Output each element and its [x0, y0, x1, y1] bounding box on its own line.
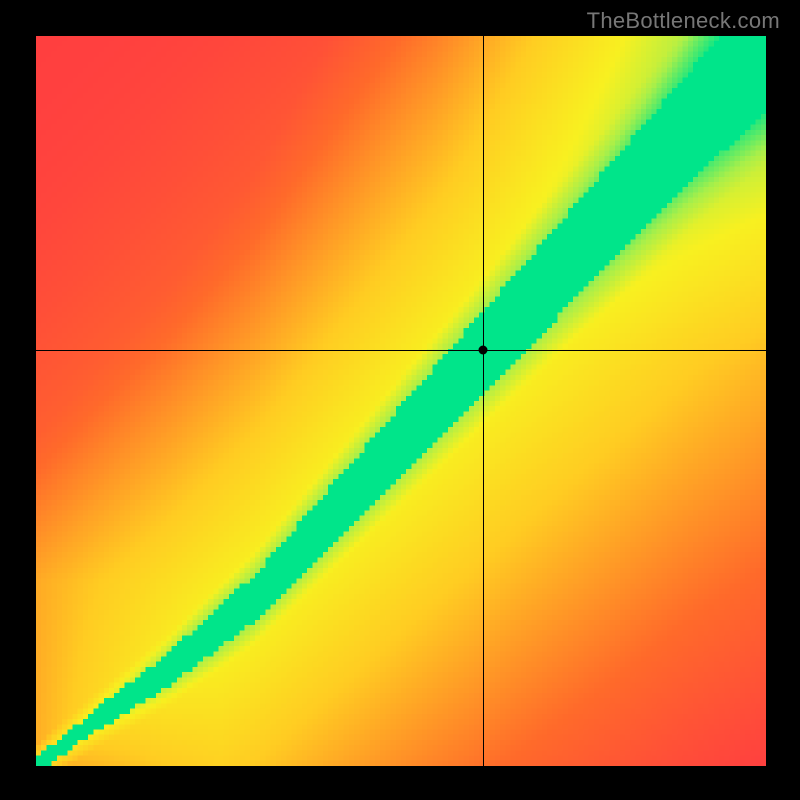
- crosshair-horizontal: [36, 350, 766, 351]
- marker-point: [478, 345, 487, 354]
- watermark-text: TheBottleneck.com: [587, 8, 780, 34]
- heatmap-plot: [36, 36, 766, 766]
- crosshair-vertical: [483, 36, 484, 766]
- heatmap-canvas: [36, 36, 766, 766]
